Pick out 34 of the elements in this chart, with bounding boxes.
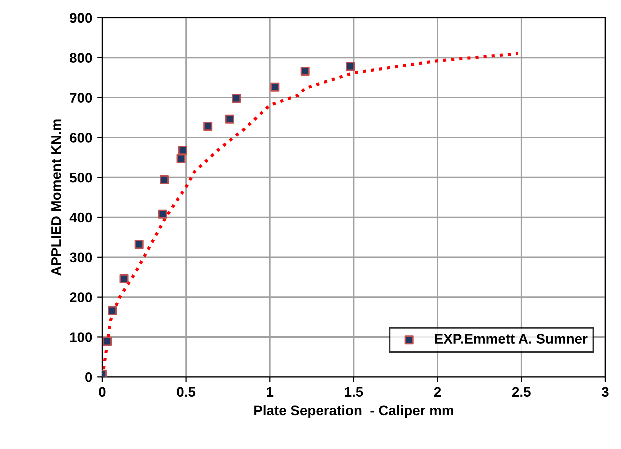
x-tick-label: 2 <box>434 387 442 397</box>
y-axis-title: APPLIED Moment KN.m <box>52 120 62 276</box>
point <box>346 62 356 72</box>
x-tick-label: 3 <box>602 387 609 398</box>
point <box>270 82 280 92</box>
y-tick-label: 700 <box>70 93 92 103</box>
point <box>232 94 242 104</box>
x-tick-label: 2.5 <box>512 387 531 398</box>
point <box>176 154 186 164</box>
point <box>108 306 118 316</box>
y-tick-label: 200 <box>70 292 92 303</box>
point <box>120 274 129 284</box>
y-tick-label: 600 <box>70 133 92 143</box>
x-tick-label: 0 <box>99 387 106 398</box>
point <box>178 146 188 155</box>
y-tick-label: 900 <box>70 13 92 24</box>
x-axis-title: Plate Seperation - Caliper mm <box>254 405 454 418</box>
x-tick-label: 1.5 <box>345 387 364 398</box>
legend-label: EXP.Emmett A. Sumner <box>435 334 588 344</box>
y-tick-label: 800 <box>70 53 92 64</box>
point <box>102 337 112 346</box>
x-tick-label: 0.5 <box>177 387 196 398</box>
point <box>158 210 168 219</box>
point <box>160 176 169 184</box>
y-tick-label: 400 <box>70 212 92 223</box>
y-tick-label: 500 <box>70 172 92 183</box>
x-tick-label: 1 <box>267 387 274 397</box>
y-tick-label: 300 <box>70 252 92 263</box>
point <box>300 66 310 76</box>
y-tick-label: 0 <box>86 372 92 382</box>
point <box>204 122 213 132</box>
point <box>225 114 234 124</box>
y-tick-label: 100 <box>70 332 92 342</box>
point <box>134 240 144 250</box>
